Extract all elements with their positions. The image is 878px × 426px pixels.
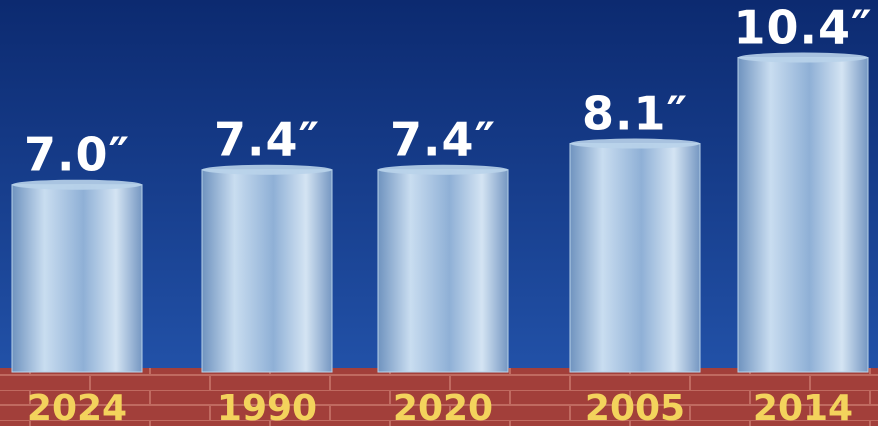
bar — [737, 57, 869, 373]
brick-floor — [0, 368, 878, 426]
bar-top — [570, 138, 700, 149]
value-label: 10.4″ — [733, 1, 872, 55]
value-label: 7.4″ — [390, 113, 496, 167]
plot: 7.0″ 2024 7.4″ 1990 7.4″ 2020 8.1″ 2005 10.4″ 201… — [11, 1, 872, 426]
bar-top — [202, 164, 332, 175]
x-tick-label: 2014 — [753, 388, 853, 426]
bar — [11, 184, 143, 373]
bar — [201, 169, 333, 373]
bar-top — [378, 164, 508, 175]
bar — [569, 143, 701, 373]
value-label: 8.1″ — [582, 87, 688, 141]
bar — [377, 169, 509, 373]
x-tick-label: 1990 — [217, 388, 317, 426]
x-tick-label: 2024 — [27, 388, 127, 426]
value-label: 7.4″ — [214, 113, 320, 167]
x-tick-label: 2005 — [585, 388, 685, 426]
x-tick-label: 2020 — [393, 388, 493, 426]
bar-top — [738, 52, 868, 63]
bar-top — [12, 179, 142, 190]
value-label: 7.0″ — [24, 128, 130, 182]
